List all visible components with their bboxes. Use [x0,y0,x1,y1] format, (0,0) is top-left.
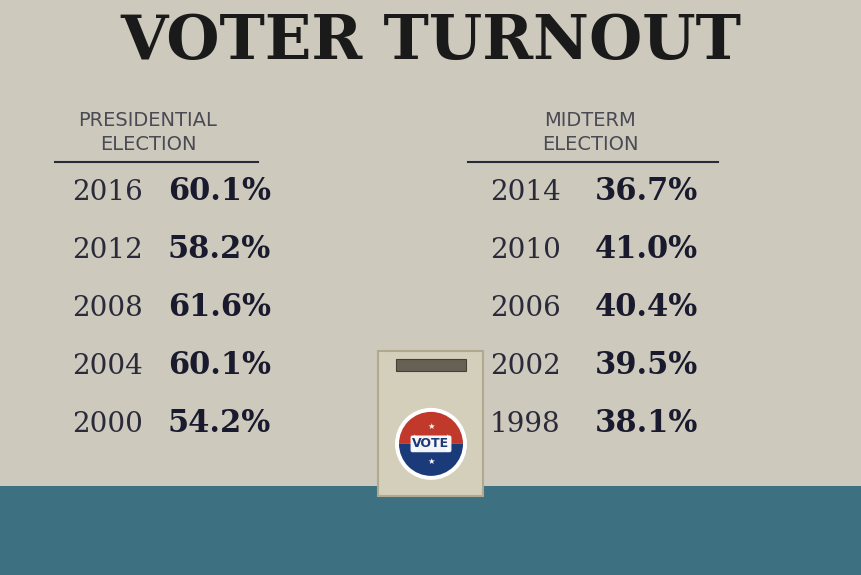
Text: 2012: 2012 [72,236,143,263]
Text: 2004: 2004 [72,352,143,380]
Text: VOTE: VOTE [412,438,449,450]
Text: 40.4%: 40.4% [594,293,697,324]
Circle shape [394,408,467,480]
Text: 39.5%: 39.5% [594,351,697,381]
Text: 2008: 2008 [72,294,143,321]
Text: ★: ★ [443,446,451,454]
Text: 2014: 2014 [489,178,561,205]
Text: 60.1%: 60.1% [168,351,270,381]
Text: 36.7%: 36.7% [594,177,697,208]
Text: 61.6%: 61.6% [168,293,270,324]
Text: 2000: 2000 [72,411,143,438]
Text: 41.0%: 41.0% [594,235,697,266]
Text: 2010: 2010 [489,236,561,263]
Text: ELECTION: ELECTION [541,136,637,155]
Text: ★: ★ [427,422,434,431]
Text: ELECTION: ELECTION [100,136,196,155]
Text: 1998: 1998 [489,411,560,438]
Text: ★: ★ [427,457,434,466]
Text: 54.2%: 54.2% [168,408,271,439]
Text: 2006: 2006 [489,294,561,321]
Text: PRESIDENTIAL: PRESIDENTIAL [78,110,217,129]
Wedge shape [399,444,462,476]
Text: 2016: 2016 [72,178,143,205]
Text: 38.1%: 38.1% [594,408,697,439]
Bar [395,359,466,371]
Text: VOTER TURNOUT: VOTER TURNOUT [121,12,740,72]
Text: ★: ★ [410,434,418,442]
Wedge shape [399,412,462,444]
Text: 2002: 2002 [489,352,561,380]
Bar [378,351,483,496]
Text: ★: ★ [410,446,418,454]
Text: ★: ★ [443,434,451,442]
Text: 58.2%: 58.2% [168,235,271,266]
Text: 60.1%: 60.1% [168,177,270,208]
Bar [0,486,861,575]
Text: MIDTERM: MIDTERM [543,110,635,129]
